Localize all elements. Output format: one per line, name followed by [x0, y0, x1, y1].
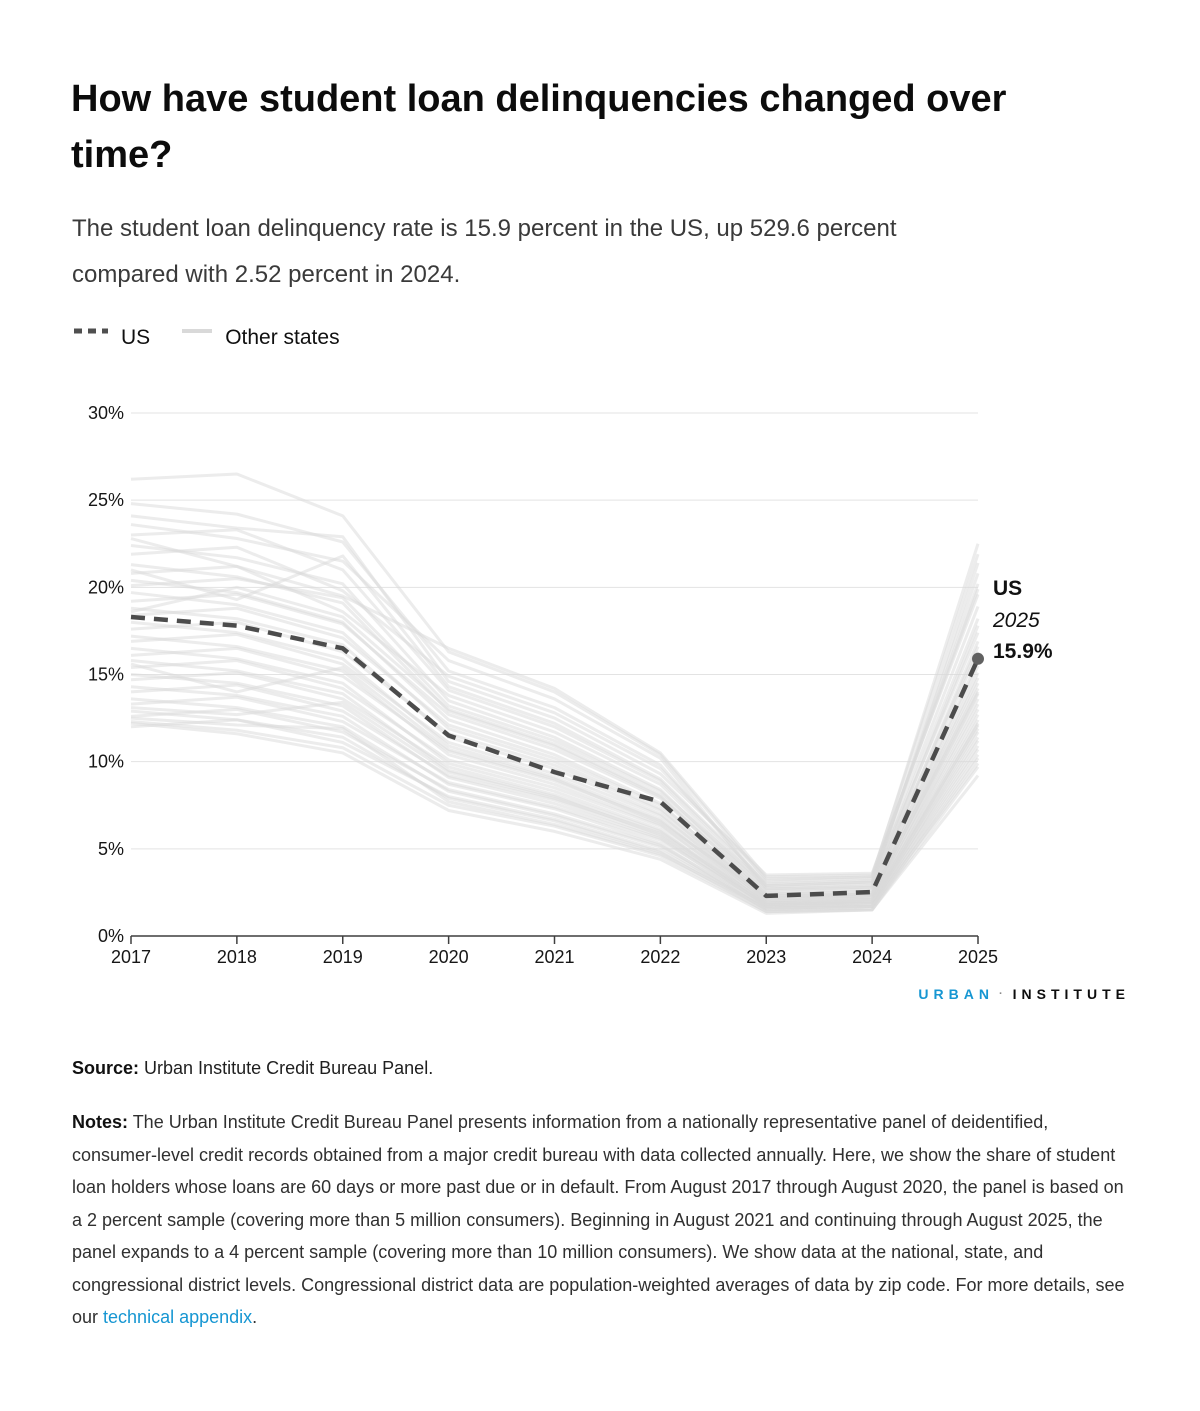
state-line: [130, 716, 980, 910]
state-line: [130, 545, 980, 880]
x-axis-label: 2025: [958, 947, 998, 967]
page-subtitle-line-1: The student loan delinquency rate is 15.…: [72, 215, 897, 242]
y-axis-label: 0%: [98, 926, 124, 946]
x-axis-label: 2020: [429, 947, 469, 967]
logo-separator-dot: ·: [998, 988, 1008, 1000]
annotation-year: 2025: [992, 609, 1040, 632]
source-label: Source:: [72, 1058, 140, 1078]
state-line: [130, 502, 980, 887]
x-axis-label: 2019: [323, 947, 363, 967]
state-line: [130, 537, 980, 879]
state-line: [130, 695, 980, 907]
notes-text: The Urban Institute Credit Bureau Panel …: [72, 1112, 1125, 1327]
page-title-line-2: time?: [71, 134, 173, 177]
legend-item-us: US: [74, 326, 150, 350]
state-line: [130, 564, 980, 889]
page-subtitle: The student loan delinquency rate is 15.…: [72, 206, 1132, 298]
state-line: [130, 721, 980, 915]
x-axis-label: 2021: [534, 947, 574, 967]
state-line: [130, 659, 980, 903]
state-line: [130, 554, 980, 884]
x-axis-label: 2023: [746, 947, 786, 967]
source-line: Source: Urban Institute Credit Bureau Pa…: [72, 1058, 433, 1079]
notes-block: Notes: The Urban Institute Credit Bureau…: [72, 1106, 1130, 1334]
state-line: [130, 646, 980, 901]
annotation-label: US: [993, 577, 1022, 600]
page-title: How have student loan delinquencies chan…: [71, 71, 1081, 183]
notes-period: .: [252, 1307, 258, 1327]
x-axis-label: 2017: [111, 947, 151, 967]
notes-label: Notes:: [72, 1112, 129, 1132]
x-axis-label: 2022: [640, 947, 680, 967]
other-states-line-swatch: [182, 329, 213, 333]
us-dashed-line-swatch: [74, 328, 108, 334]
state-line: [130, 700, 980, 905]
page-subtitle-line-2: compared with 2.52 percent in 2024.: [72, 261, 461, 288]
y-axis-label: 20%: [88, 577, 124, 597]
logo-urban-text: URBAN: [918, 986, 994, 1002]
legend-label-other-states: Other states: [225, 326, 340, 349]
y-axis-label: 15%: [88, 665, 124, 685]
us-endpoint-dot: [972, 652, 984, 665]
legend-label-us: US: [121, 326, 151, 349]
state-line: [130, 585, 980, 891]
page-title-line-1: How have student loan delinquencies chan…: [71, 78, 1007, 121]
state-line: [130, 528, 980, 886]
state-line: [130, 514, 980, 877]
source-text: Urban Institute Credit Bureau Panel.: [139, 1058, 434, 1078]
state-line: [130, 707, 980, 908]
state-line: [130, 697, 980, 912]
urban-institute-logo: URBAN · INSTITUTE: [918, 986, 1130, 1002]
y-axis-label: 30%: [88, 403, 124, 423]
y-axis-label: 10%: [88, 752, 124, 772]
y-axis-label: 25%: [88, 490, 124, 510]
x-axis-label: 2018: [217, 947, 257, 967]
us-line: [130, 614, 981, 899]
technical-appendix-link[interactable]: technical appendix: [103, 1307, 253, 1327]
annotation-value: 15.9%: [993, 640, 1053, 663]
chart-legend: US Other states: [74, 326, 340, 350]
delinquency-line-chart: 0% 5% 10% 15% 20% 25% 30% 2017 2018 2019 2020 2021 2…: [88, 403, 1053, 967]
y-axis-label: 5%: [98, 839, 124, 859]
state-line: [130, 592, 980, 894]
legend-item-other-states: Other states: [182, 326, 340, 350]
x-axis-label: 2024: [852, 947, 892, 967]
logo-institute-text: INSTITUTE: [1012, 986, 1130, 1002]
